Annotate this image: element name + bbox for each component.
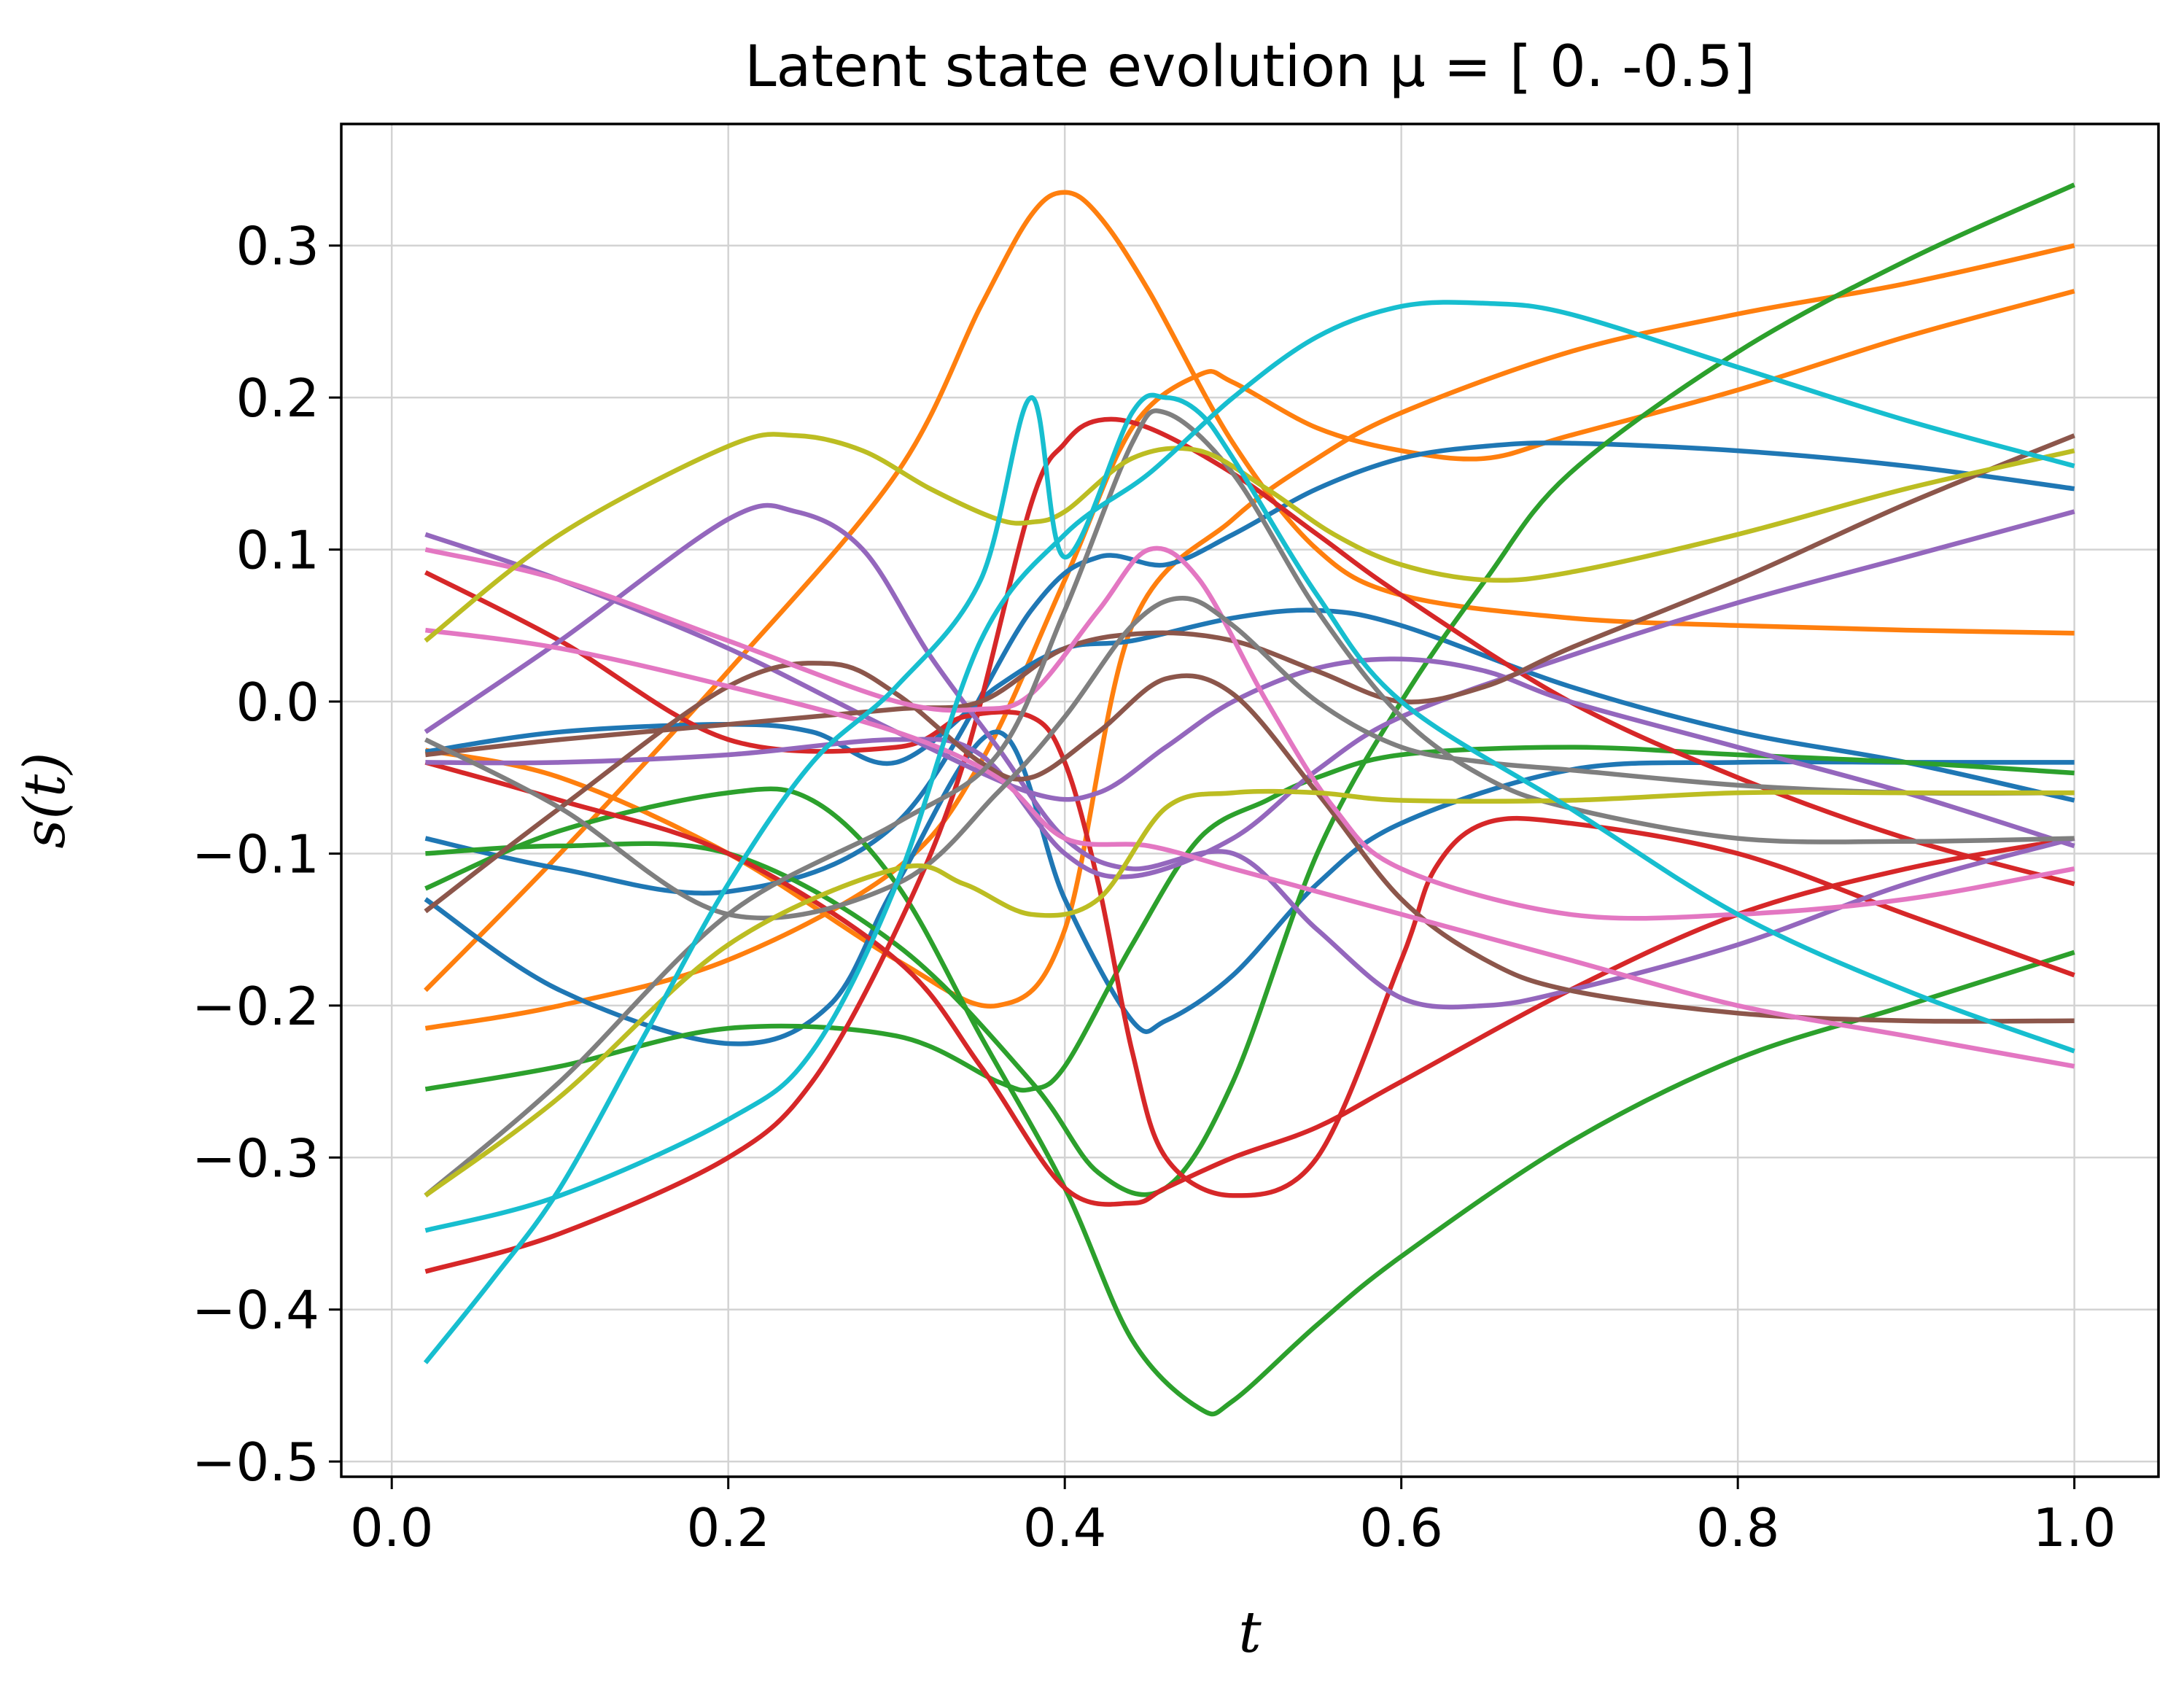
y-tick-label: −0.3 — [192, 1127, 319, 1189]
axis-ticks: 0.0 0.2 0.4 0.6 0.8 1.0 0.3 0.2 0.1 0.0 −0.1 −0.2 −0… — [192, 216, 2116, 1558]
x-tick-label: 0.4 — [1023, 1497, 1107, 1558]
y-tick-label: 0.1 — [236, 520, 319, 581]
series-layer — [423, 182, 2075, 1417]
series-line-25 — [424, 300, 2075, 1233]
y-tick-label: −0.2 — [192, 976, 319, 1037]
series-line-21 — [424, 408, 2075, 1197]
series-line-16 — [424, 661, 2075, 1024]
series-line-22 — [424, 432, 2075, 643]
series-line-17 — [425, 433, 2075, 758]
series-line-13 — [424, 532, 2075, 849]
series-line-14 — [424, 502, 2075, 1010]
x-axis-label: t — [1238, 1600, 1262, 1666]
series-line-15 — [425, 509, 2075, 879]
series-line-4 — [424, 440, 2075, 896]
plot-frame — [340, 123, 2160, 1478]
series-line-11 — [424, 570, 2075, 1198]
x-tick-label: 0.6 — [1359, 1497, 1443, 1558]
series-line-2 — [424, 190, 2075, 993]
y-tick-label: 0.0 — [236, 672, 319, 733]
y-tick-label: 0.3 — [236, 216, 319, 277]
grid-lines — [341, 124, 2158, 1477]
y-axis-label: s(t) — [12, 752, 78, 848]
y-tick-label: 0.2 — [236, 368, 319, 429]
y-tick-label: −0.1 — [192, 823, 319, 885]
series-line-18 — [424, 545, 2075, 921]
series-line-8 — [424, 786, 2075, 1417]
chart-title: Latent state evolution μ = [ 0. -0.5] — [745, 34, 1755, 100]
series-line-6 — [424, 729, 2075, 1046]
x-tick-label: 0.8 — [1696, 1497, 1780, 1558]
y-tick-label: −0.5 — [192, 1432, 319, 1493]
x-tick-label: 0.0 — [350, 1497, 434, 1558]
series-line-20 — [424, 596, 2075, 921]
x-tick-label: 0.2 — [686, 1497, 770, 1558]
series-line-3 — [424, 289, 2075, 1031]
x-tick-label: 1.0 — [2032, 1497, 2116, 1558]
series-line-10 — [424, 416, 2075, 1274]
series-line-19 — [424, 627, 2075, 1069]
y-tick-label: −0.4 — [192, 1280, 319, 1341]
series-line-23 — [424, 788, 2075, 1198]
series-line-24 — [423, 392, 2075, 1364]
